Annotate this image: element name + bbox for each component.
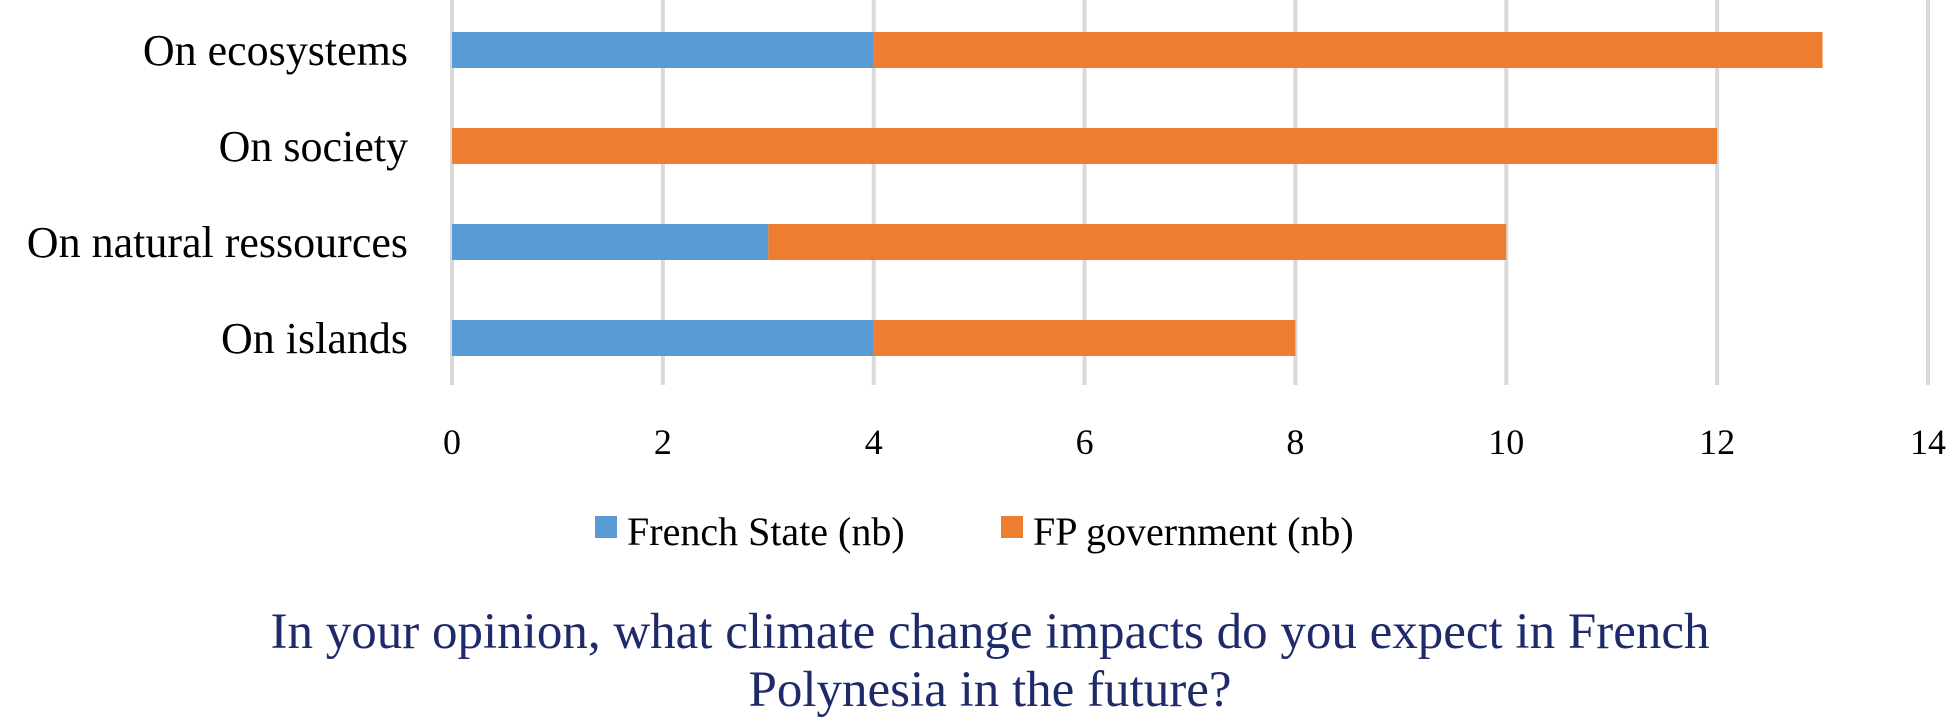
bar-fp-government-nb-on-society bbox=[452, 128, 1718, 164]
x-tick-label-0: 0 bbox=[443, 422, 461, 462]
x-tick-label-8: 8 bbox=[1286, 422, 1304, 462]
bars bbox=[452, 32, 1823, 356]
chart-title: In your opinion, what climate change imp… bbox=[271, 604, 1710, 718]
legend-swatch-fp-government bbox=[1001, 516, 1023, 538]
x-tick-label-10: 10 bbox=[1488, 422, 1524, 462]
x-tick-label-14: 14 bbox=[1910, 422, 1946, 462]
category-label-on-ecosystems: On ecosystems bbox=[143, 26, 408, 75]
x-tick-label-4: 4 bbox=[865, 422, 883, 462]
legend-swatch-french-state bbox=[595, 516, 617, 538]
x-tick-label-6: 6 bbox=[1076, 422, 1094, 462]
bar-french-state-nb-on-natural-ressources bbox=[452, 224, 769, 260]
title-line-2: Polynesia in the future? bbox=[749, 662, 1232, 718]
bar-fp-government-nb-on-ecosystems bbox=[873, 32, 1823, 68]
category-label-on-islands: On islands bbox=[221, 314, 408, 363]
x-tick-labels: 0 2 4 6 8 10 12 14 bbox=[443, 422, 1946, 462]
legend: French State (nb) FP government (nb) bbox=[595, 509, 1354, 554]
category-label-on-society: On society bbox=[219, 122, 408, 171]
legend-label-french-state: French State (nb) bbox=[627, 509, 905, 554]
x-tick-label-2: 2 bbox=[654, 422, 672, 462]
legend-label-fp-government: FP government (nb) bbox=[1033, 509, 1354, 554]
title-line-1: In your opinion, what climate change imp… bbox=[271, 604, 1710, 660]
category-label-on-natural-ressources: On natural ressources bbox=[27, 218, 408, 267]
category-labels: On ecosystems On society On natural ressou… bbox=[27, 26, 408, 363]
bar-french-state-nb-on-ecosystems bbox=[452, 32, 874, 68]
bar-fp-government-nb-on-islands bbox=[873, 320, 1296, 356]
x-tick-label-12: 12 bbox=[1699, 422, 1735, 462]
bar-fp-government-nb-on-natural-ressources bbox=[768, 224, 1507, 260]
bar-french-state-nb-on-islands bbox=[452, 320, 874, 356]
